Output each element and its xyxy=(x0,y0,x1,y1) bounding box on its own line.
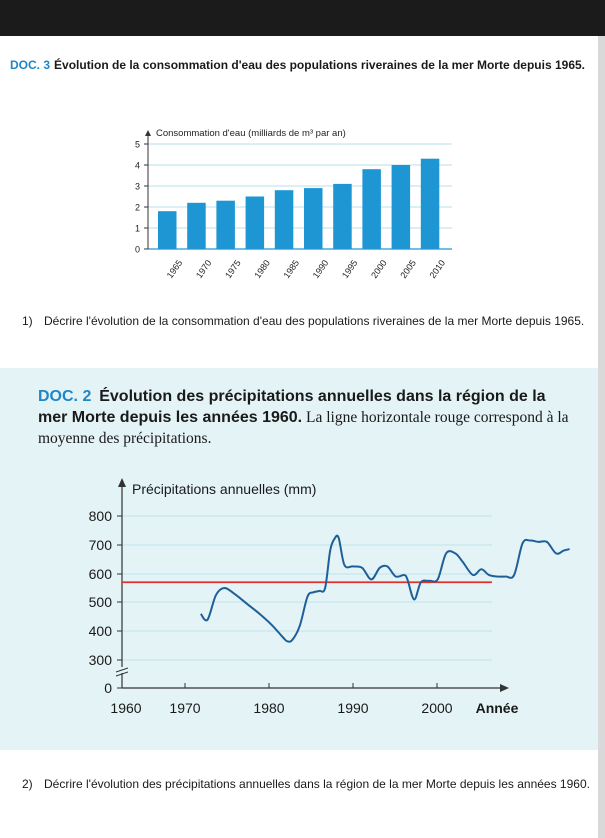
precipitation-line-chart: 0 300 400 500 600 700 800 Précipitations annuel… xyxy=(89,478,570,716)
doc2-title: DOC. 2 Évolution des précipitations annu… xyxy=(38,386,578,449)
doc2-section: DOC. 2 Évolution des précipitations annu… xyxy=(0,368,598,750)
bar-ytick-label: 1 xyxy=(135,224,140,234)
bar-xtick-label: 1985 xyxy=(281,258,301,280)
line-xtick-label: 1970 xyxy=(169,700,200,716)
bar-2005 xyxy=(391,165,411,249)
bar-ytick-label: 5 xyxy=(135,140,140,150)
bar-y-axis-label: Consommation d'eau (milliards de m³ par … xyxy=(156,128,346,139)
bar-1985 xyxy=(274,190,294,249)
bar-1995 xyxy=(333,183,352,249)
bar-1990 xyxy=(304,188,323,249)
line-chart-title: Précipitations annuelles (mm) xyxy=(132,481,316,497)
line-ytick-label: 500 xyxy=(89,594,113,610)
bar-xtick-label: 1990 xyxy=(311,258,331,280)
bar-ytick-label: 2 xyxy=(135,203,140,213)
line-x-axis-arrow-icon xyxy=(500,684,509,692)
page-edge xyxy=(598,36,605,838)
bar-2000 xyxy=(362,169,381,249)
bar-1980 xyxy=(245,196,265,249)
axis-break-mark xyxy=(115,671,129,677)
bar-xtick-label: 1975 xyxy=(223,258,243,280)
bar-1975 xyxy=(216,200,235,249)
question-1-text: Décrire l'évolution de la consommation d… xyxy=(44,314,585,328)
doc3-title: DOC. 3 Évolution de la consommation d'eau… xyxy=(10,58,585,72)
axis-break-mark xyxy=(115,667,129,673)
line-x-axis-label: Année xyxy=(476,700,519,716)
question-2-text: Décrire l'évolution des précipitations a… xyxy=(44,777,590,791)
precipitation-series-line xyxy=(200,534,570,643)
doc3-title-text: Évolution de la consommation d'eau des p… xyxy=(54,58,586,72)
bar-xtick-label: 1965 xyxy=(165,258,185,280)
bar-xtick-label: 1995 xyxy=(340,258,360,280)
water-consumption-bar-chart: 0 1 2 3 4 5 Consommation d'eau (milliards de m… xyxy=(135,128,452,280)
line-xtick-label: 2000 xyxy=(421,700,452,716)
line-xtick-label: 1960 xyxy=(110,700,141,716)
line-ytick-label: 400 xyxy=(89,623,113,639)
bar-2010 xyxy=(420,158,440,249)
bar-y-axis-arrow-icon xyxy=(145,130,151,136)
bar-1965 xyxy=(158,211,177,249)
doc3-section xyxy=(0,36,598,301)
line-ytick-label: 700 xyxy=(89,537,113,553)
bar-ytick-label: 3 xyxy=(135,182,140,192)
bar-xtick-label: 1980 xyxy=(252,258,272,280)
question-1-number: 1) xyxy=(22,314,33,328)
line-ytick-label: 800 xyxy=(89,508,113,524)
bar-xtick-label: 2000 xyxy=(369,258,389,280)
doc2-tag: DOC. 2 xyxy=(38,388,92,405)
bar-1970 xyxy=(187,202,206,249)
bar-xtick-label: 1970 xyxy=(194,258,214,280)
doc2-title-rest: La ligne horizontale rouge correspond à … xyxy=(38,409,569,447)
line-ytick-label: 600 xyxy=(89,566,113,582)
question-1: 1) Décrire l'évolution de la consommation… xyxy=(22,312,592,330)
line-ytick-label: 300 xyxy=(89,652,113,668)
bar-xtick-label: 2005 xyxy=(398,258,418,280)
question-2: 2) Décrire l'évolution des précipitations… xyxy=(22,775,592,793)
bar-ytick-label: 4 xyxy=(135,161,140,171)
top-dark-bar xyxy=(0,0,605,36)
doc2-title-bold: Évolution des précipitations annuelles d… xyxy=(38,388,546,426)
line-y-axis-arrow-icon xyxy=(118,478,126,487)
bar-xtick-label: 2010 xyxy=(427,258,447,280)
line-ytick-label: 0 xyxy=(104,680,112,696)
question-2-number: 2) xyxy=(22,777,33,791)
doc3-tag: DOC. 3 xyxy=(10,58,51,72)
bar-ytick-label: 0 xyxy=(135,245,140,255)
line-xtick-label: 1990 xyxy=(337,700,368,716)
line-xtick-label: 1980 xyxy=(253,700,284,716)
